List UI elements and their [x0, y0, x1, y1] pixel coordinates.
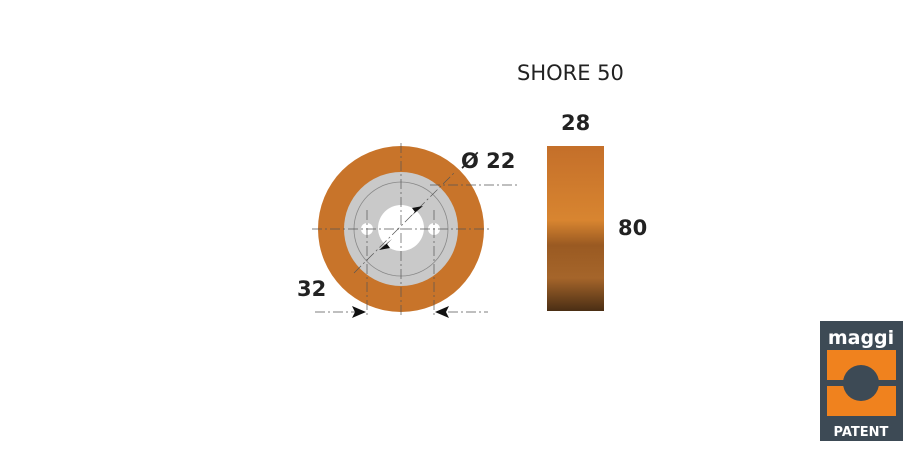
svg-text:maggi: maggi [828, 327, 894, 349]
svg-text:PATENT: PATENT [834, 425, 889, 440]
maggi-patent-logo: maggi PATENT [820, 321, 903, 441]
arrow [379, 239, 392, 250]
wheel-front-view [312, 143, 518, 318]
arrow [410, 206, 423, 217]
diameter-dimension: 80 [618, 216, 648, 240]
arrow [352, 306, 366, 318]
arrow [435, 306, 449, 318]
wheel-side-view [547, 146, 604, 311]
width-dimension: 28 [561, 111, 591, 135]
bore-dimension: Ø 22 [461, 149, 516, 173]
hole-spacing-dimension: 32 [297, 277, 327, 301]
centerlines [312, 143, 518, 318]
material-hardness-label: SHORE 50 [517, 61, 624, 85]
